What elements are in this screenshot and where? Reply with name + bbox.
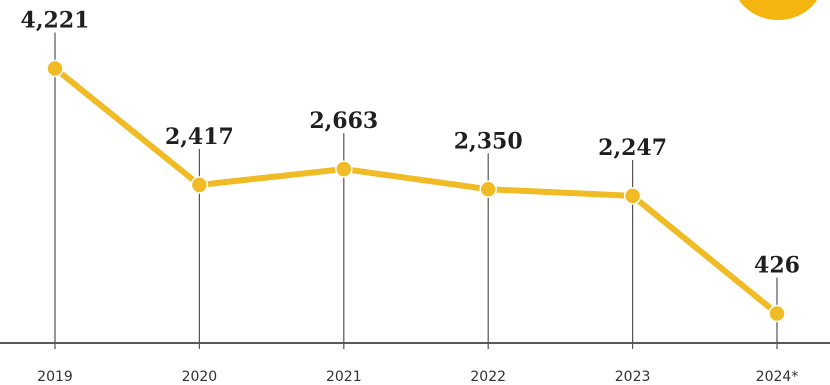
x-tick-label: 2024*	[756, 369, 799, 385]
x-tick-label: 2021	[326, 369, 362, 385]
data-label: 2,247	[598, 135, 667, 161]
data-point	[479, 180, 497, 199]
series-line	[52, 65, 780, 317]
data-point	[623, 187, 642, 205]
data-point	[190, 176, 209, 194]
data-label: 2,417	[165, 124, 234, 150]
data-point	[768, 304, 786, 323]
x-tick-label: 2022	[470, 369, 506, 385]
data-label: 2,663	[309, 108, 378, 134]
data-label: 426	[754, 252, 800, 278]
data-label: 4,221	[21, 7, 90, 33]
data-label: 2,350	[454, 128, 523, 154]
data-point	[46, 59, 64, 78]
x-tick-label: 2023	[615, 369, 651, 385]
x-tick-label: 2019	[37, 369, 73, 385]
data-point	[335, 160, 353, 178]
x-tick-label: 2020	[182, 369, 218, 385]
